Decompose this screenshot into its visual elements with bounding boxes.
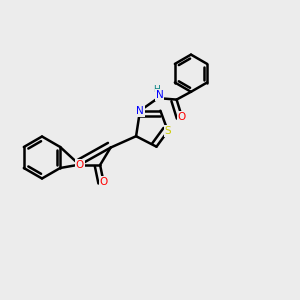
Text: H: H bbox=[153, 85, 160, 94]
Text: N: N bbox=[136, 106, 144, 116]
Text: N: N bbox=[156, 90, 164, 100]
Text: O: O bbox=[76, 160, 84, 170]
Text: O: O bbox=[100, 177, 108, 188]
Text: O: O bbox=[178, 112, 186, 122]
Text: S: S bbox=[165, 126, 171, 136]
